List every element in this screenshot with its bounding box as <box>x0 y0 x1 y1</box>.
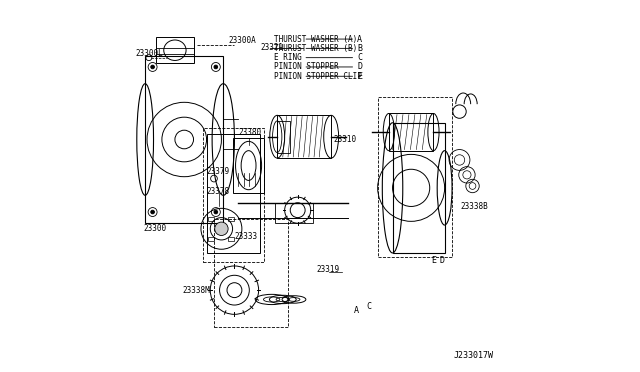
Bar <box>378 97 452 257</box>
Text: C: C <box>357 53 362 62</box>
Circle shape <box>214 65 218 69</box>
Text: 23321: 23321 <box>260 43 284 52</box>
Text: A: A <box>357 35 362 44</box>
Text: 23380: 23380 <box>238 128 261 137</box>
Bar <box>214 219 289 327</box>
Text: C: C <box>367 302 371 311</box>
Circle shape <box>215 222 228 235</box>
Bar <box>145 56 223 223</box>
Circle shape <box>214 210 218 214</box>
Text: J233017W: J233017W <box>454 351 494 360</box>
Circle shape <box>151 210 154 214</box>
Text: 23338B: 23338B <box>461 202 488 211</box>
Bar <box>228 217 234 221</box>
Text: 23310: 23310 <box>333 135 356 144</box>
Bar <box>228 237 234 241</box>
Text: 23300: 23300 <box>143 224 166 233</box>
Text: PINION STOPPER CLIP: PINION STOPPER CLIP <box>273 72 362 81</box>
Text: 23379: 23379 <box>207 167 230 176</box>
Bar <box>275 203 312 223</box>
Bar <box>203 128 264 262</box>
Text: 23378: 23378 <box>207 187 230 196</box>
Bar <box>156 37 193 63</box>
Bar <box>207 134 260 253</box>
Text: 23300L: 23300L <box>136 49 164 58</box>
Bar <box>209 237 214 241</box>
Text: E: E <box>431 256 436 265</box>
Text: B: B <box>357 44 362 53</box>
Circle shape <box>151 65 154 69</box>
Text: 23300A: 23300A <box>229 36 257 45</box>
Text: THURUST WASHER (A): THURUST WASHER (A) <box>273 35 356 44</box>
Bar <box>277 121 291 153</box>
Text: E RING: E RING <box>273 53 301 62</box>
Bar <box>209 217 214 221</box>
Bar <box>277 115 331 158</box>
Text: D: D <box>357 62 362 71</box>
Text: A: A <box>353 306 358 315</box>
Text: 23333: 23333 <box>234 232 257 241</box>
Text: 23338M: 23338M <box>182 286 210 295</box>
Text: THURUST WASHER (B): THURUST WASHER (B) <box>273 44 356 53</box>
Text: E: E <box>357 72 362 81</box>
Bar <box>389 113 433 151</box>
Text: 23319: 23319 <box>316 265 339 274</box>
Bar <box>232 138 264 193</box>
Text: PINION STOPPER: PINION STOPPER <box>273 62 339 71</box>
Text: D: D <box>439 256 444 265</box>
Bar <box>392 123 445 253</box>
